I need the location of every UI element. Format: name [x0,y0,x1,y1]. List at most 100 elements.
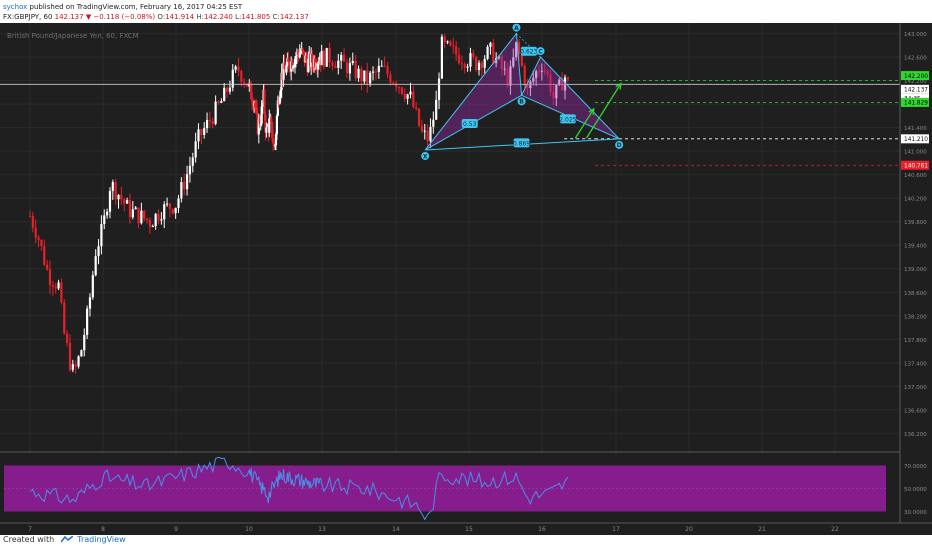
candle-body [294,56,298,60]
candle-body [255,107,259,115]
time-tick-label: 20 [685,526,693,533]
axis-background [900,23,932,535]
candle-body [245,83,249,87]
price-chart[interactable]: British Pound/Japanese Yen, 60, FXCM 0.5… [0,23,932,535]
projection-arrow-shaft [585,83,622,139]
candle-body [174,207,177,214]
candle-body [157,213,160,221]
pattern-point-c: C [536,47,545,55]
candle-body [377,66,380,72]
candle-body [320,51,323,66]
candle-body [211,121,214,124]
candle-body [197,129,200,142]
candle-body [37,237,40,240]
price-badge [901,84,929,94]
candle-body [217,101,220,103]
candle-body [345,61,349,74]
candle-body [63,302,66,334]
price-badge-text: 141.829 [904,101,928,107]
chart-background [0,23,932,535]
point-marker [615,140,624,149]
candle-body [131,209,134,218]
ratio-text: 0.869 [513,140,530,147]
candle-body [389,74,392,83]
candle-body [409,91,412,95]
open-label: O: [157,13,166,21]
candle-body [83,334,86,351]
pattern-ratio-label: 2.025 [559,114,577,124]
price-axis[interactable]: 143.000142.600142.200141.800141.400141.0… [899,23,932,535]
candle-body [495,58,498,64]
time-tick-label: 21 [758,526,766,533]
point-letter: X [423,153,428,160]
candle-body [558,79,561,86]
candle-body [469,53,472,67]
candle-body [265,127,268,133]
candle-body [292,65,296,67]
candle-body [148,220,152,227]
candle-body [415,107,418,109]
candle-body [543,70,546,72]
candle-body [117,194,120,200]
candle-body [561,79,564,91]
publish-line: sychox published on TradingView.com, Feb… [3,3,242,11]
candle-body [258,119,261,125]
candle-body [302,50,305,52]
candle-body [168,203,172,210]
candle-body [301,48,304,51]
time-tick-label: 22 [831,526,839,533]
point-marker [517,97,526,106]
tradingview-link[interactable]: TradingView [77,535,126,544]
candle-body [285,65,288,73]
price-badge [901,71,929,81]
last-price: 142.137 [54,13,84,21]
author-name[interactable]: sychox [3,3,28,11]
candle-body [91,275,94,298]
candle-body [185,174,189,190]
candle-body [325,47,328,67]
ratio-text: 0.53 [463,121,477,128]
candle-body [423,130,426,132]
candle-body [220,101,223,103]
pattern-point-b: B [517,97,526,106]
time-tick-label: 16 [538,526,546,533]
candle-body [351,60,354,64]
candle-body [151,226,154,228]
candle-body [435,99,438,120]
candle-body [54,286,57,289]
candle-body [287,58,290,63]
candle-body [171,209,174,214]
candle-body [272,143,276,146]
candle-body [86,308,89,335]
candle-body [386,66,389,75]
harmonic-pattern[interactable]: 0.53 0.623 2.025 0.869 X A B C D [421,23,624,161]
candle-body [515,42,518,58]
candle-body [566,77,569,80]
candle-body [253,102,257,108]
time-tick-label: 17 [612,526,620,533]
price-badge-text: 142.137 [904,88,928,94]
candle-body [360,68,363,82]
time-tick-label: 13 [318,526,326,533]
candle-body [392,82,395,84]
candle-body [348,63,351,74]
candle-body [334,65,337,68]
candle-body [273,145,277,147]
candle-body [298,52,301,58]
candle-body [283,62,286,70]
price-tick-label: 142.200 [904,79,927,85]
candle-body [234,66,237,70]
projection-arrow-shaft [574,108,595,139]
candle-body [88,297,92,309]
candle-body [520,54,523,66]
candle-body [194,141,197,158]
candle-body [555,85,558,99]
candle-body [260,106,263,124]
price-tick-label: 137.000 [904,385,927,391]
time-axis[interactable]: 7 8 9 10 13 14 15 16 17 20 21 22 [0,522,932,533]
candle-body [311,53,314,63]
candle-body [322,51,325,67]
candle-body [532,78,535,82]
open-value: 141.914 [165,13,195,21]
candle-body [180,182,183,199]
